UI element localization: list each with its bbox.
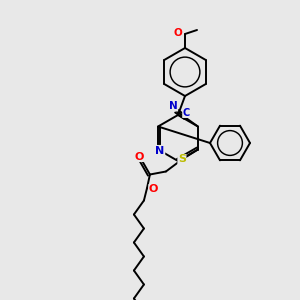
Text: C: C (183, 107, 190, 118)
Text: N: N (169, 101, 178, 111)
Text: O: O (149, 184, 158, 194)
Text: O: O (134, 152, 144, 161)
Text: S: S (178, 154, 186, 164)
Text: N: N (155, 146, 165, 155)
Text: O: O (173, 28, 182, 38)
